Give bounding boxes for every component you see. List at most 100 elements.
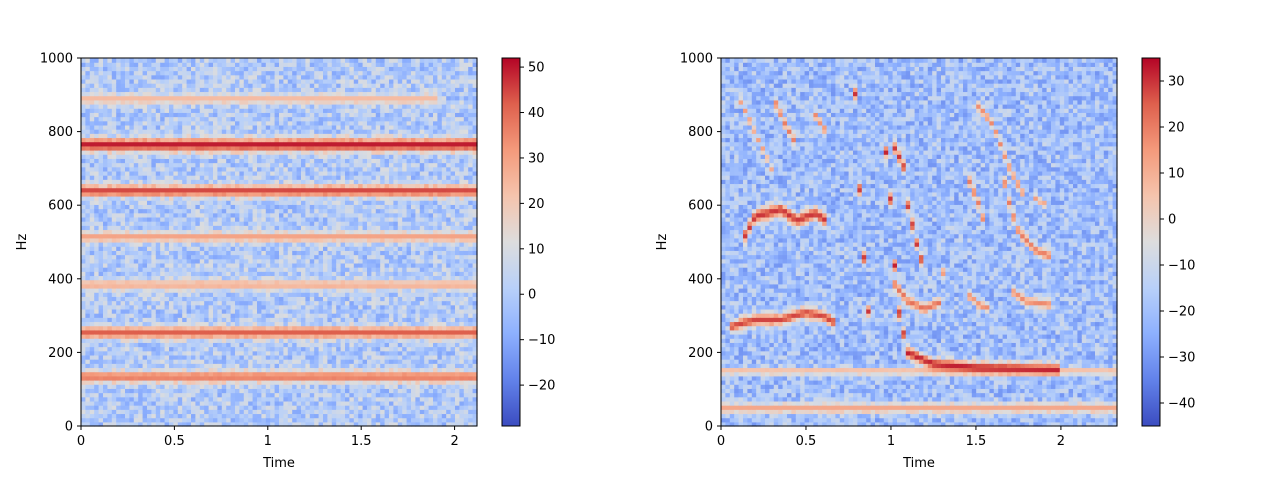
heatmap-cell xyxy=(155,145,161,151)
heatmap-cell xyxy=(279,413,284,419)
heatmap-cell xyxy=(142,304,148,310)
heatmap-cell xyxy=(243,300,249,306)
heatmap-cell xyxy=(230,87,236,93)
heatmap-cell xyxy=(305,271,311,277)
heatmap-cell xyxy=(226,216,232,222)
heatmap-cell xyxy=(226,133,232,139)
heatmap-cell xyxy=(265,375,271,381)
heatmap-cell xyxy=(296,66,302,72)
heatmap-cell xyxy=(296,329,302,335)
heatmap-cell xyxy=(173,317,179,323)
heatmap-cell xyxy=(235,321,240,327)
heatmap-cell xyxy=(327,150,333,155)
heatmap-cell xyxy=(89,116,95,122)
heatmap-cell xyxy=(265,350,271,356)
heatmap-cell xyxy=(111,384,117,389)
heatmap-cell xyxy=(252,141,258,147)
heatmap-cell xyxy=(257,359,262,364)
heatmap-cell xyxy=(138,388,144,394)
heatmap-cell xyxy=(120,66,126,72)
heatmap-cell xyxy=(125,405,130,410)
heatmap-cell xyxy=(213,380,218,385)
heatmap-cell xyxy=(274,262,280,268)
heatmap-cell xyxy=(323,400,328,406)
heatmap-cell xyxy=(138,296,144,302)
heatmap-cell xyxy=(243,150,249,155)
heatmap-cell xyxy=(98,354,104,360)
heatmap-cell xyxy=(164,108,170,113)
heatmap-cell xyxy=(164,204,170,210)
heatmap-cell xyxy=(208,396,214,402)
heatmap-cell xyxy=(296,62,302,67)
heatmap-cell xyxy=(261,258,267,264)
heatmap-cell xyxy=(155,346,161,352)
heatmap-cell xyxy=(125,367,130,373)
heatmap-cell xyxy=(314,271,320,277)
heatmap-cell xyxy=(314,179,320,185)
heatmap-cell xyxy=(283,212,289,218)
heatmap-cell xyxy=(89,216,95,222)
heatmap-cell xyxy=(230,78,236,84)
heatmap-cell xyxy=(133,400,139,406)
heatmap-cell xyxy=(155,304,161,310)
heatmap-cell xyxy=(129,321,135,327)
heatmap-cell xyxy=(221,262,227,268)
heatmap-cell xyxy=(265,221,271,226)
heatmap-cell xyxy=(257,409,262,415)
heatmap-cell xyxy=(261,250,267,256)
heatmap-cell xyxy=(239,216,245,222)
heatmap-cell xyxy=(323,187,328,193)
heatmap-cell xyxy=(248,304,254,310)
heatmap-cell xyxy=(120,158,126,164)
heatmap-cell xyxy=(173,108,179,113)
heatmap-cell xyxy=(257,150,262,155)
heatmap-cell xyxy=(142,145,148,151)
heatmap-cell xyxy=(261,375,267,381)
heatmap-cell xyxy=(85,78,91,84)
heatmap-cell xyxy=(204,120,210,126)
heatmap-cell xyxy=(261,246,267,251)
heatmap-cell xyxy=(283,321,289,327)
heatmap-cell xyxy=(292,221,298,226)
heatmap-cell xyxy=(309,200,315,205)
heatmap-cell xyxy=(301,225,306,231)
heatmap-cell xyxy=(279,342,284,348)
heatmap-cell xyxy=(314,283,320,289)
heatmap-cell xyxy=(142,116,148,122)
heatmap-cell xyxy=(94,150,100,155)
heatmap-cell xyxy=(89,392,95,398)
heatmap-cell xyxy=(239,338,245,343)
heatmap-cell xyxy=(279,384,284,389)
heatmap-cell xyxy=(257,191,262,197)
heatmap-cell xyxy=(177,137,183,143)
heatmap-cell xyxy=(226,70,232,76)
heatmap-cell xyxy=(160,267,166,272)
heatmap-cell xyxy=(305,267,311,272)
heatmap-cell xyxy=(191,329,196,335)
heatmap-cell xyxy=(199,384,205,389)
heatmap-cell xyxy=(160,283,166,289)
heatmap-cell xyxy=(164,200,170,205)
heatmap-cell xyxy=(252,91,258,97)
heatmap-cell xyxy=(81,296,86,302)
heatmap-cell xyxy=(177,216,183,222)
heatmap-cell xyxy=(81,350,86,356)
heatmap-cell xyxy=(292,200,298,205)
heatmap-cell xyxy=(169,183,174,189)
heatmap-cell xyxy=(318,70,324,76)
heatmap-cell xyxy=(147,300,152,306)
heatmap-cell xyxy=(235,267,240,272)
heatmap-cell xyxy=(279,288,284,293)
heatmap-cell xyxy=(239,359,245,364)
heatmap-cell xyxy=(221,196,227,201)
heatmap-cell xyxy=(133,154,139,159)
heatmap-cell xyxy=(195,267,201,272)
heatmap-cell xyxy=(169,417,174,423)
heatmap-cell xyxy=(252,400,258,406)
heatmap-cell xyxy=(142,242,148,247)
heatmap-cell xyxy=(265,66,271,72)
heatmap-cell xyxy=(85,237,91,243)
heatmap-cell xyxy=(81,78,86,84)
heatmap-cell xyxy=(199,338,205,343)
heatmap-cell xyxy=(296,338,302,343)
